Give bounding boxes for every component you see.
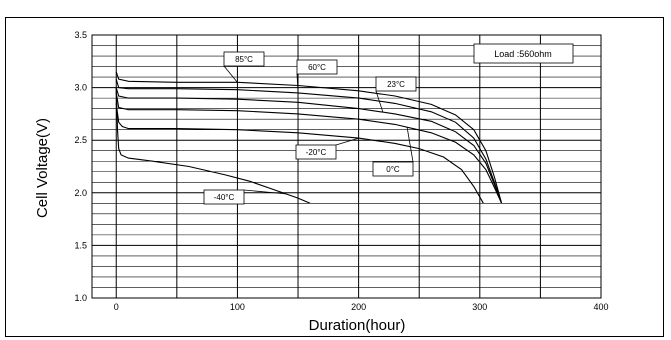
y-tick-label: 1.5	[74, 240, 87, 250]
load-annotation-text: Load :560ohm	[494, 49, 552, 59]
series-label-box	[203, 189, 245, 205]
x-tick-label: 300	[472, 302, 487, 312]
series-line	[115, 103, 484, 204]
series-line	[115, 79, 503, 204]
x-tick-label: 0	[114, 302, 119, 312]
series-label: 85°C	[235, 55, 253, 64]
series-label-box	[372, 161, 414, 177]
load-annotation-box	[473, 43, 574, 64]
series-label-box	[223, 51, 265, 67]
series-label-box	[295, 144, 337, 160]
chart-frame	[5, 17, 664, 337]
y-axis-title: Cell Voltage(V)	[34, 118, 51, 218]
series-line	[115, 87, 503, 204]
series-label: -20°C	[306, 148, 327, 157]
y-tick-label: 3.5	[74, 30, 87, 40]
curves	[115, 71, 503, 204]
series-label: 60°C	[308, 63, 326, 72]
series-label: 0°C	[386, 165, 400, 174]
annotations: 85°C 60°C 23°C -20°C 0°C -40°C	[203, 51, 417, 205]
series-label-box	[375, 76, 417, 92]
series-label: 23°C	[387, 80, 405, 89]
leader-line	[375, 90, 384, 113]
x-tick-label: 100	[230, 302, 245, 312]
y-tick-label: 2.0	[74, 188, 87, 198]
load-annotation: Load :560ohm	[473, 43, 574, 64]
grid	[92, 34, 602, 299]
x-axis-title: Duration(hour)	[309, 317, 406, 334]
series-line	[115, 92, 503, 204]
axes: 1.0 1.5 2.0 2.5 3.0 3.5 0 100 200 300 400	[74, 30, 608, 312]
x-tick-label: 200	[351, 302, 366, 312]
x-tick-label: 400	[593, 302, 608, 312]
series-line	[115, 87, 311, 204]
leader-line	[243, 189, 286, 195]
plot-area-border	[91, 34, 602, 299]
leader-line	[406, 127, 414, 163]
series-label: -40°C	[214, 193, 235, 202]
y-tick-label: 3.0	[74, 83, 87, 93]
leader-line	[296, 73, 299, 93]
leader-line	[223, 65, 238, 83]
leader-line	[335, 137, 359, 146]
y-tick-label: 1.0	[74, 293, 87, 303]
y-tick-label: 2.5	[74, 135, 87, 145]
series-label-box	[296, 59, 338, 75]
